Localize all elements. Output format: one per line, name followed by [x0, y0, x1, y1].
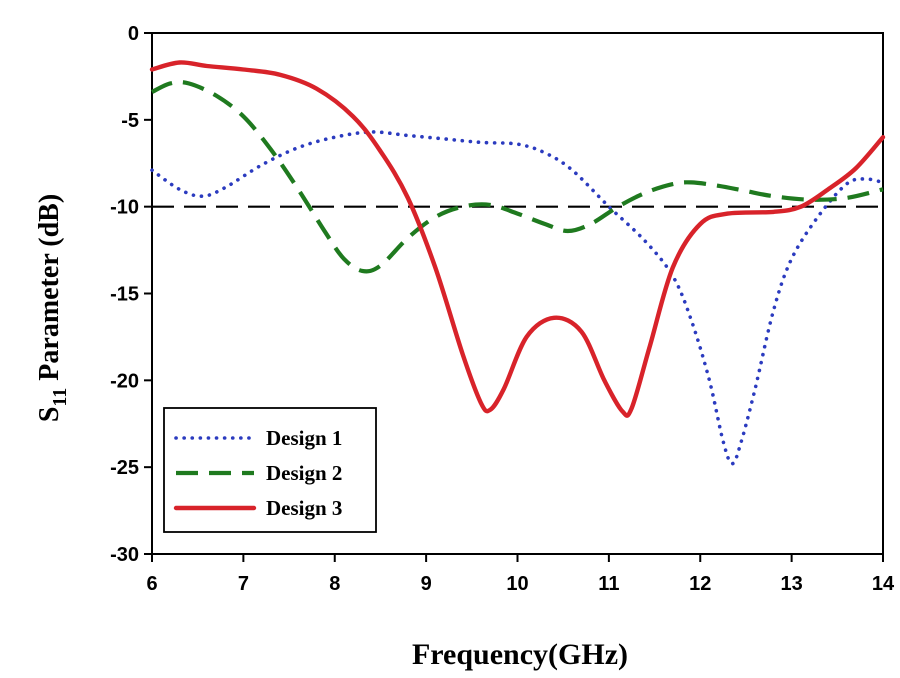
y-tick-label: -25	[110, 457, 139, 479]
x-tick-label: 9	[421, 573, 432, 595]
x-tick-label: 11	[598, 573, 619, 595]
series-line-design-2	[151, 79, 884, 274]
y-axis-title-prefix: S	[34, 407, 65, 423]
series-line-design-3	[149, 60, 886, 418]
y-axis-title-subscript: 11	[49, 388, 71, 407]
y-tick-label: 0	[128, 23, 139, 45]
x-tick-label: 7	[238, 573, 249, 595]
y-axis-title-suffix: Parameter (dB)	[34, 194, 65, 388]
legend-label-design-2: Design 2	[266, 461, 342, 485]
x-axis-ticks: 6 7 8 9 10 11 12 13 14	[146, 554, 895, 595]
legend: Design 1 Design 2 Design 3	[163, 407, 377, 533]
x-tick-label: 8	[329, 573, 340, 595]
x-tick-label: 6	[146, 573, 157, 595]
y-tick-label: -30	[110, 544, 139, 566]
y-tick-label: -15	[110, 284, 139, 306]
plot-area: 0 -5 -10 -15 -20 -25 -30 6 7 8 9 10 11 12 13 14	[110, 23, 895, 595]
x-tick-label: 10	[506, 573, 528, 595]
x-tick-label: 12	[689, 573, 711, 595]
y-axis-title: S11 Parameter (dB)	[34, 194, 71, 422]
series-group	[149, 60, 886, 466]
legend-box	[163, 407, 377, 533]
series-line-design-1	[150, 130, 885, 466]
legend-label-design-1: Design 1	[266, 426, 342, 450]
y-tick-label: -5	[121, 110, 139, 132]
x-tick-label: 14	[872, 573, 895, 595]
x-axis-title: Frequency(GHz)	[412, 638, 628, 671]
y-axis-ticks: 0 -5 -10 -15 -20 -25 -30	[110, 23, 152, 566]
y-tick-label: -10	[110, 197, 139, 219]
x-tick-label: 13	[781, 573, 803, 595]
legend-label-design-3: Design 3	[266, 496, 342, 520]
y-tick-label: -20	[110, 370, 139, 392]
